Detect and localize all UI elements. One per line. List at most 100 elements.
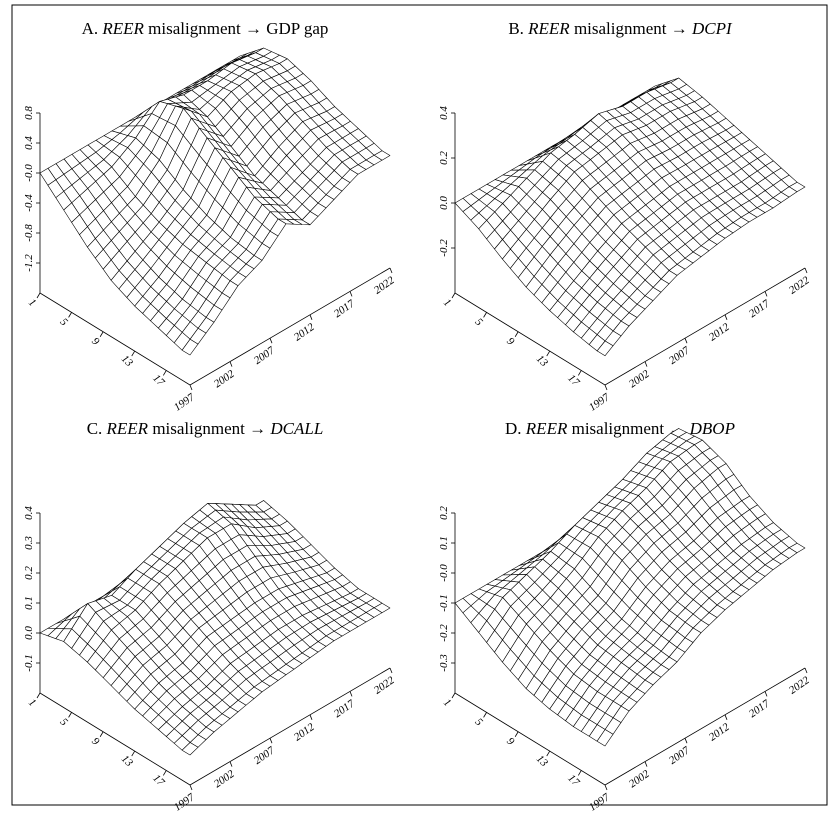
z-tick-label: -0.1 bbox=[438, 594, 450, 611]
title-middle: misalignment → bbox=[567, 419, 685, 438]
year-axis bbox=[189, 267, 391, 386]
z-tick-label: 0.8 bbox=[23, 106, 35, 120]
horizon-tick bbox=[36, 692, 41, 699]
year-tick-label: 2007 bbox=[252, 344, 277, 367]
year-tick-label: 2012 bbox=[707, 721, 732, 744]
year-tick bbox=[684, 738, 688, 744]
year-tick-label: 2007 bbox=[667, 744, 692, 767]
horizon-tick bbox=[514, 731, 519, 737]
title-italic: REER bbox=[98, 19, 144, 38]
year-tick-label: 2022 bbox=[372, 274, 397, 297]
z-tick-label: -0.2 bbox=[438, 624, 450, 642]
year-tick bbox=[349, 691, 353, 697]
panel-title: C. REER misalignment → DCALL bbox=[87, 419, 324, 438]
year-tick-label: 2022 bbox=[372, 674, 397, 697]
horizon-tick-label: 17 bbox=[565, 772, 582, 789]
year-tick-label: 2017 bbox=[747, 297, 772, 320]
year-tick-label: 2002 bbox=[627, 368, 652, 391]
surface bbox=[454, 428, 806, 747]
year-tick bbox=[644, 361, 648, 367]
z-tick-label: 0.4 bbox=[23, 506, 35, 520]
z-tick-label: 0.2 bbox=[23, 566, 35, 580]
horizon-tick-label: 17 bbox=[150, 372, 167, 389]
year-tick-label: 2002 bbox=[212, 768, 237, 791]
year-tick bbox=[229, 361, 233, 367]
year-tick bbox=[804, 267, 808, 274]
year-tick bbox=[644, 761, 648, 767]
horizon-tick bbox=[36, 292, 41, 299]
horizon-tick-label: 5 bbox=[58, 716, 71, 729]
surface-cell bbox=[596, 340, 614, 357]
z-tick-label: -0.2 bbox=[438, 239, 450, 257]
horizon-axis bbox=[454, 692, 606, 786]
horizon-tick bbox=[162, 770, 167, 776]
year-tick-label: 2017 bbox=[332, 297, 357, 320]
horizon-tick bbox=[546, 350, 551, 357]
z-tick-label: -0.3 bbox=[438, 654, 450, 672]
horizon-tick-label: 1 bbox=[441, 697, 453, 709]
horizon-axis bbox=[454, 292, 606, 386]
horizon-tick bbox=[131, 350, 136, 357]
year-tick-label: 2017 bbox=[332, 697, 357, 720]
z-tick-label: -0.8 bbox=[23, 224, 35, 242]
title-suffix: GDP gap bbox=[262, 19, 328, 38]
z-tick-label: 0.4 bbox=[438, 106, 450, 120]
year-tick-label: 1997 bbox=[587, 391, 612, 414]
panel-d: D. REER misalignment → DBOP -0.3 -0.2 -0.1 -… bbox=[438, 419, 812, 814]
year-tick-label: 2017 bbox=[747, 697, 772, 720]
year-tick-label: 1997 bbox=[172, 791, 197, 814]
title-italic: REER bbox=[102, 419, 148, 438]
year-tick-label: 2007 bbox=[252, 744, 277, 767]
title-suffix: DCPI bbox=[688, 19, 733, 38]
panel-c: C. REER misalignment → DCALL -0.1 0.0 0.1 0.… bbox=[23, 419, 397, 814]
horizon-tick bbox=[483, 712, 487, 718]
year-tick bbox=[804, 667, 808, 674]
year-tick-label: 2002 bbox=[627, 768, 652, 791]
panel-title: B. REER misalignment → DCPI bbox=[508, 19, 733, 38]
horizon-tick-label: 5 bbox=[473, 716, 486, 729]
horizon-tick-label: 1 bbox=[26, 297, 38, 309]
title-suffix: DBOP bbox=[685, 419, 735, 438]
horizon-tick bbox=[68, 312, 72, 318]
z-tick-label: -0.0 bbox=[23, 164, 35, 182]
horizon-axis bbox=[39, 292, 191, 386]
horizon-tick-label: 13 bbox=[119, 753, 136, 770]
surface bbox=[39, 500, 391, 756]
panel-title: D. REER misalignment → DBOP bbox=[505, 419, 735, 438]
year-tick-label: 2022 bbox=[787, 674, 812, 697]
year-axis bbox=[189, 667, 391, 786]
year-tick bbox=[189, 384, 193, 391]
surface-cell bbox=[181, 338, 199, 356]
horizon-tick-label: 9 bbox=[504, 735, 517, 748]
title-italic: REER bbox=[522, 419, 568, 438]
z-tick-label: 0.0 bbox=[438, 196, 450, 210]
title-prefix: D. bbox=[505, 419, 522, 438]
title-italic: REER bbox=[524, 19, 570, 38]
year-tick bbox=[229, 761, 233, 767]
year-tick bbox=[309, 314, 313, 320]
surface-cell bbox=[181, 742, 199, 756]
z-tick-label: 0.3 bbox=[23, 536, 35, 550]
year-tick bbox=[604, 384, 608, 391]
horizon-tick bbox=[451, 692, 456, 699]
horizon-tick-label: 9 bbox=[89, 335, 102, 348]
horizon-tick bbox=[99, 331, 104, 337]
horizon-tick-label: 9 bbox=[504, 335, 517, 348]
year-tick bbox=[389, 267, 393, 274]
z-tick-label: 0.2 bbox=[438, 151, 450, 165]
figure-frame bbox=[11, 4, 828, 806]
year-tick-label: 2012 bbox=[707, 321, 732, 344]
panel-b: B. REER misalignment → DCPI -0.2 0.0 0.2 0.4… bbox=[438, 19, 812, 414]
horizon-tick bbox=[483, 312, 487, 318]
horizon-tick bbox=[546, 750, 551, 757]
panel-title: A. REER misalignment → GDP gap bbox=[82, 19, 329, 38]
surface bbox=[454, 77, 806, 357]
horizon-tick bbox=[68, 712, 72, 718]
horizon-tick-label: 5 bbox=[58, 316, 71, 329]
horizon-tick-label: 13 bbox=[534, 353, 551, 370]
z-tick-label: -0.4 bbox=[23, 194, 35, 212]
year-tick bbox=[269, 738, 273, 744]
surface bbox=[39, 47, 391, 356]
panel-a: A. REER misalignment → GDP gap -1.2 -0.8 -0… bbox=[23, 19, 397, 414]
